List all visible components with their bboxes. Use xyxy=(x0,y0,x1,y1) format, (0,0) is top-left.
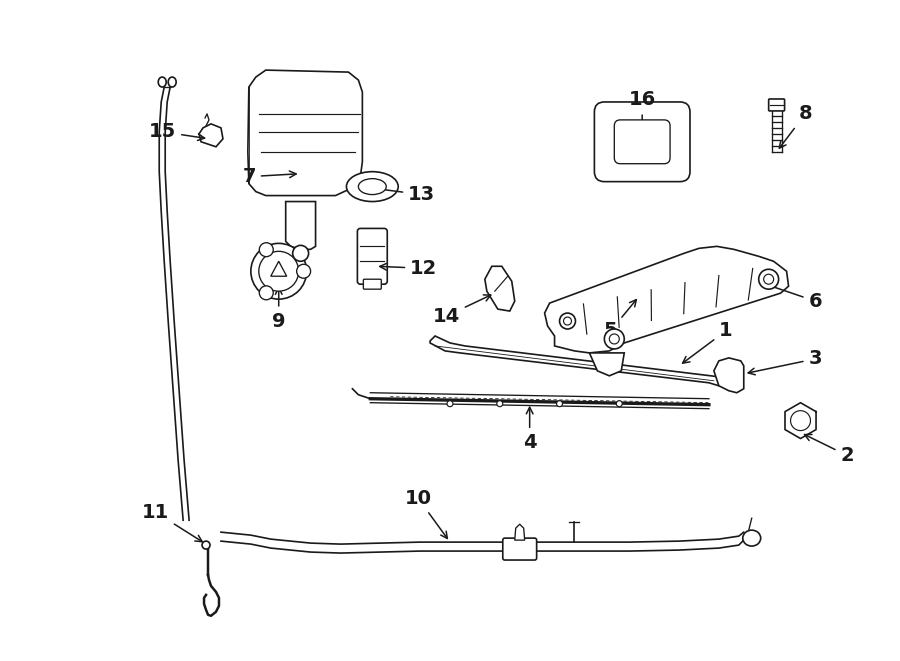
Circle shape xyxy=(497,401,503,407)
Circle shape xyxy=(447,401,453,407)
Circle shape xyxy=(292,245,309,261)
Text: 13: 13 xyxy=(364,184,436,204)
Polygon shape xyxy=(485,266,515,311)
Circle shape xyxy=(259,286,274,300)
Text: 15: 15 xyxy=(148,122,204,141)
FancyBboxPatch shape xyxy=(503,538,536,560)
Polygon shape xyxy=(785,403,816,438)
Polygon shape xyxy=(285,202,316,249)
Text: 5: 5 xyxy=(604,299,636,340)
FancyBboxPatch shape xyxy=(594,102,690,182)
Circle shape xyxy=(563,317,572,325)
Polygon shape xyxy=(271,261,287,276)
Polygon shape xyxy=(430,336,724,386)
Text: 9: 9 xyxy=(272,288,285,330)
Circle shape xyxy=(259,243,274,256)
Text: 7: 7 xyxy=(242,167,296,186)
Text: 3: 3 xyxy=(748,350,822,375)
Text: 11: 11 xyxy=(142,503,202,542)
FancyBboxPatch shape xyxy=(364,279,382,289)
Ellipse shape xyxy=(346,172,398,202)
Text: 8: 8 xyxy=(779,104,812,148)
Text: 4: 4 xyxy=(523,407,536,452)
FancyBboxPatch shape xyxy=(769,99,785,111)
Circle shape xyxy=(616,401,622,407)
Text: 12: 12 xyxy=(380,258,437,278)
Ellipse shape xyxy=(742,530,760,546)
Polygon shape xyxy=(199,124,223,147)
Circle shape xyxy=(251,243,307,299)
Polygon shape xyxy=(544,247,788,353)
Circle shape xyxy=(560,313,575,329)
Text: 10: 10 xyxy=(405,488,447,539)
Circle shape xyxy=(609,334,619,344)
FancyBboxPatch shape xyxy=(357,229,387,284)
Ellipse shape xyxy=(168,77,176,87)
Circle shape xyxy=(759,269,778,289)
Circle shape xyxy=(764,274,774,284)
Circle shape xyxy=(259,251,299,291)
Text: 6: 6 xyxy=(761,282,822,311)
Text: 1: 1 xyxy=(682,321,733,363)
Text: 2: 2 xyxy=(805,434,854,465)
Text: 14: 14 xyxy=(433,295,490,326)
Circle shape xyxy=(556,401,562,407)
Circle shape xyxy=(202,541,210,549)
Polygon shape xyxy=(590,353,625,376)
Ellipse shape xyxy=(358,178,386,194)
Ellipse shape xyxy=(158,77,166,87)
Polygon shape xyxy=(714,358,743,393)
FancyBboxPatch shape xyxy=(615,120,670,164)
Polygon shape xyxy=(248,70,363,196)
Circle shape xyxy=(604,329,625,349)
Text: 16: 16 xyxy=(628,91,656,136)
Circle shape xyxy=(790,410,811,430)
Polygon shape xyxy=(515,524,525,540)
Circle shape xyxy=(297,264,310,278)
